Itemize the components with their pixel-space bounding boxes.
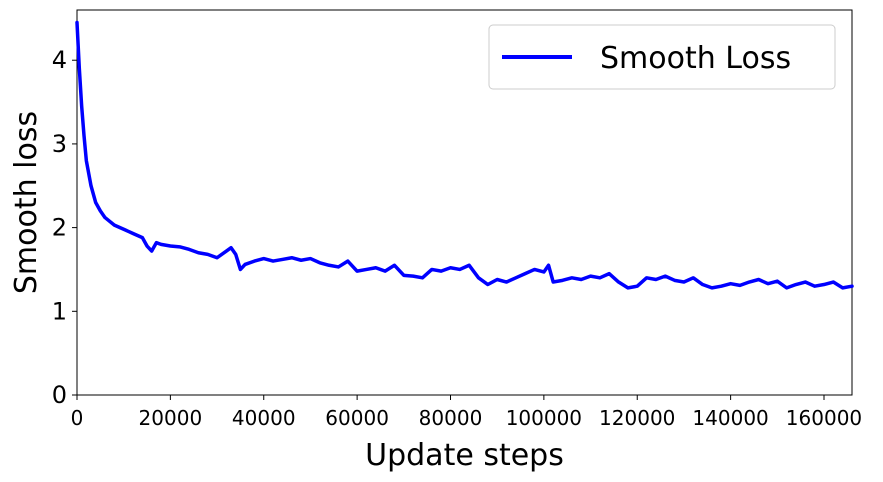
legend: Smooth Loss xyxy=(488,24,836,90)
x-tick-label: 0 xyxy=(71,406,84,430)
x-tick-label: 60000 xyxy=(325,406,389,430)
y-tick-label: 1 xyxy=(52,297,67,325)
x-tick-label: 140000 xyxy=(692,406,768,430)
x-tick-label: 40000 xyxy=(232,406,296,430)
series-layer xyxy=(75,20,854,290)
plot-frame xyxy=(76,9,853,396)
y-tick-label: 3 xyxy=(52,130,67,158)
y-tick-label: 0 xyxy=(52,381,67,409)
x-tick-label: 20000 xyxy=(139,406,203,430)
y-tick-label: 4 xyxy=(52,46,67,74)
y-axis-ticks: 0 1 2 3 4 xyxy=(52,46,77,409)
legend-entry-smooth-loss: Smooth Loss xyxy=(600,41,791,76)
x-tick-label: 120000 xyxy=(599,406,675,430)
x-tick-label: 160000 xyxy=(786,406,862,430)
x-tick-label: 80000 xyxy=(419,406,483,430)
legend-box xyxy=(488,24,836,90)
x-axis-ticks: 0 20000 40000 60000 80000 100000 120000 140000 1… xyxy=(71,395,862,430)
x-tick-label: 100000 xyxy=(506,406,582,430)
y-axis-label: Smooth loss xyxy=(9,111,44,294)
plot-area xyxy=(75,9,854,396)
y-tick-label: 2 xyxy=(52,214,67,242)
x-axis-label: Update steps xyxy=(365,438,564,473)
series-line-smooth-loss xyxy=(75,20,854,290)
